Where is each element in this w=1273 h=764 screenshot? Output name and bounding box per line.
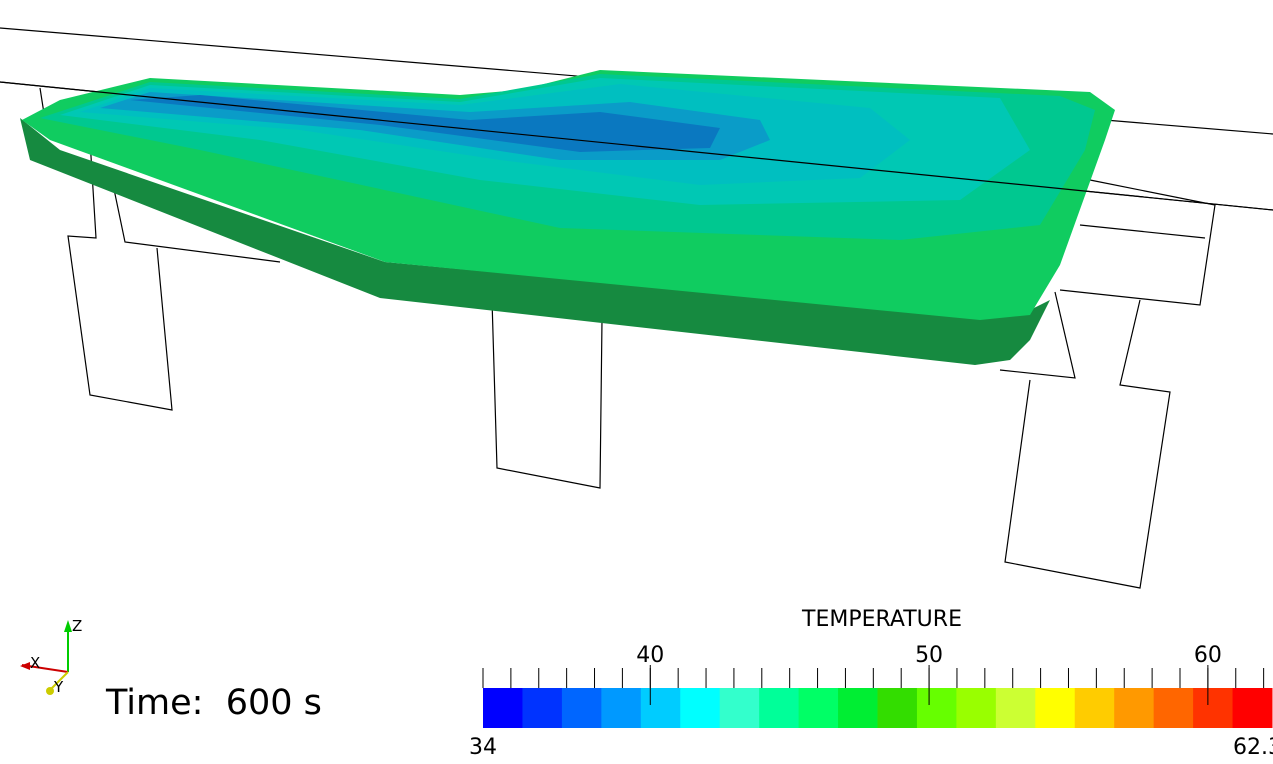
legend-color-band [522,688,563,728]
color-legend-bar [483,688,1273,728]
legend-color-band [1074,688,1115,728]
legend-color-band [759,688,800,728]
legend-color-band [1035,688,1076,728]
legend-color-band [483,688,523,728]
legend-color-band [798,688,839,728]
y-axis [49,671,69,691]
legend-color-band [1193,688,1234,728]
legend-color-band [1153,688,1194,728]
legend-color-band [680,688,721,728]
legend-max-label: 62.3 [1233,735,1273,760]
color-legend-ticks [482,665,1265,705]
legend-color-band [916,688,957,728]
z-axis-label: Z [72,617,83,635]
overlay-lines [0,81,1273,211]
legend-color-band [561,688,602,728]
legend-tick-label: 60 [1193,643,1222,668]
support-right-top [1059,179,1216,306]
legend-color-band [1114,688,1155,728]
x-axis-label: X [30,654,41,672]
y-axis-arrow [46,687,54,695]
legend-tick-label: 50 [915,643,944,668]
legend-color-band [719,688,760,728]
legend-color-band [995,688,1036,728]
legend-tick-label: 40 [636,643,665,668]
legend-color-band [1232,688,1273,728]
z-axis-arrow [64,620,72,632]
slab-top-coldest [130,95,720,152]
legend-min-label: 34 [469,735,497,760]
x-axis-arrow [20,662,30,670]
support-right-mid [999,291,1076,379]
support-left-top [109,169,281,263]
support-middle [491,299,603,489]
edge-line-over [0,81,1273,211]
time-annotation: Time: 600 s [106,683,322,723]
legend-color-band [838,688,878,728]
orientation-axes [20,620,72,695]
legend-color-band [640,688,681,728]
legend-color-band [877,688,918,728]
legend-title: TEMPERATURE [802,607,962,632]
legend-color-band [956,688,997,728]
y-axis-label: Y [54,678,64,696]
slab-side [20,118,1050,365]
support-right-low [1004,299,1171,589]
support-right-line [1079,224,1206,239]
legend-color-band [601,688,642,728]
